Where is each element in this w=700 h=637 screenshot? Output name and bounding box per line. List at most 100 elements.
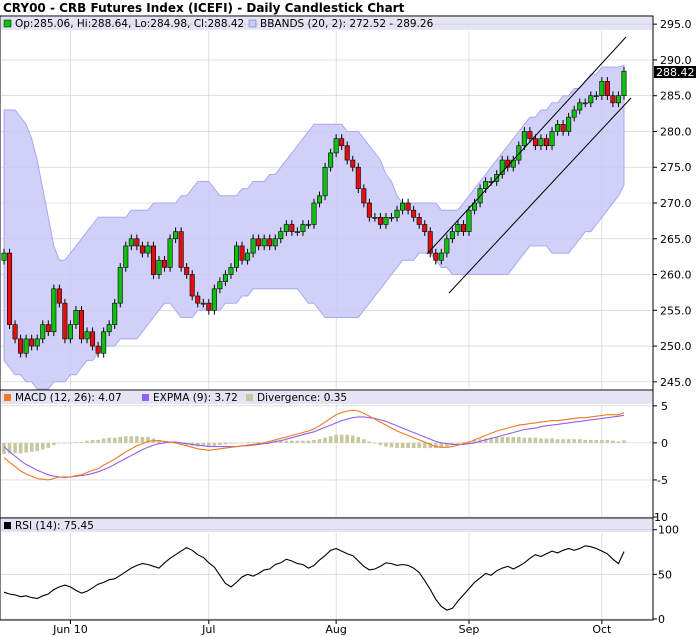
candle-body (156, 259, 162, 275)
price-tick-label: 275.0 (660, 161, 692, 174)
candle-body (134, 238, 140, 247)
divergence-bar (528, 437, 532, 443)
candle-body (184, 267, 190, 275)
divergence-bar (406, 442, 410, 449)
candle-body (516, 145, 522, 161)
divergence-bar (284, 440, 289, 443)
candle-body (206, 302, 212, 311)
divergence-bar (112, 437, 117, 443)
price-tick-label: 255.0 (660, 304, 692, 317)
x-axis: Jun 10 Jul Aug Sep Oct (52, 620, 612, 636)
divergence-bar (367, 441, 372, 443)
candle-body (466, 209, 472, 232)
candle-body (173, 231, 179, 240)
candle-body (571, 109, 577, 118)
candle-body (261, 238, 267, 247)
candle-body (200, 302, 206, 305)
candle-body (289, 224, 295, 232)
divergence-bar (334, 434, 338, 443)
candle-body (123, 245, 129, 268)
candle-body (427, 231, 433, 254)
divergence-bar (96, 439, 100, 443)
divergence-bar (29, 442, 34, 452)
candle-body (90, 331, 96, 347)
candle-body (300, 224, 306, 232)
divergence-bar (267, 441, 272, 443)
divergence-bar (52, 442, 56, 446)
candle-body (23, 338, 29, 354)
price-axis: 245.0 250.0 255.0 260.0 265.0 270.0 275.0 280.0… (653, 18, 692, 389)
rsi-panel-frame (0, 517, 654, 621)
candle-body (18, 338, 24, 354)
candle-body (549, 131, 555, 147)
candle-body (267, 238, 273, 247)
candle-body (388, 217, 394, 219)
candle-body (322, 166, 328, 197)
macd-panel: -10 -5 0 5 MACD (12, 26): 4.07 EXPMA (9): 3… (0, 389, 668, 524)
divergence-bar (179, 442, 183, 445)
divergence-bar (422, 442, 427, 449)
macd-tick-label: 0 (661, 437, 668, 450)
divergence-bar (162, 441, 167, 443)
candle-body (34, 338, 40, 347)
price-panel: 245.0 250.0 255.0 260.0 265.0 270.0 275.0 280.0… (0, 15, 696, 391)
candle-body (51, 288, 57, 333)
divergence-bar (433, 442, 438, 449)
divergence-bar (118, 436, 123, 443)
candle-body (394, 209, 400, 218)
candle-body (45, 324, 51, 333)
divergence-bar (544, 438, 549, 443)
candle-body (411, 209, 417, 218)
divergence-bar (378, 442, 383, 446)
divergence-bar (123, 436, 128, 443)
divergence-bar (251, 442, 255, 443)
price-legend-bar (1, 17, 652, 30)
candle-body (84, 331, 90, 340)
divergence-bar (63, 442, 67, 444)
channel-lower-line (448, 97, 632, 294)
candle-body (400, 202, 406, 211)
divergence-bar (505, 436, 510, 443)
candle-body (588, 95, 594, 104)
candle-body (150, 245, 156, 275)
candle-body (555, 124, 561, 132)
divergence-bar (273, 441, 278, 443)
candle-body (1, 252, 7, 261)
macd-axis: -10 -5 0 5 (650, 400, 668, 524)
rsi-panel: 0 50 100 RSI (14): 75.45 (0, 517, 679, 626)
candle-body (62, 302, 68, 340)
divergence-bar (212, 442, 217, 446)
divergence-bar (483, 438, 488, 443)
divergence-bar (616, 441, 621, 443)
x-tick-label: Sep (459, 623, 480, 636)
candle-body (162, 259, 168, 268)
candle-body (405, 202, 411, 211)
candle-body (372, 217, 378, 219)
x-tick-label: Oct (592, 623, 612, 636)
divergence-bar (577, 439, 582, 443)
divergence-bar (439, 442, 444, 448)
divergence-bar (456, 442, 460, 444)
candle-body (599, 81, 605, 96)
candle-body (56, 288, 62, 304)
divergence-bar (135, 436, 139, 443)
candle-body (361, 188, 367, 204)
candle-body (577, 102, 583, 111)
divergence-bar (157, 439, 161, 443)
channel-upper-line (426, 36, 627, 255)
price-tick-label: 265.0 (660, 233, 692, 246)
divergence-bar (445, 442, 449, 447)
rsi-tick-label: 100 (658, 524, 679, 537)
candle-body (106, 324, 112, 333)
candle-body (139, 245, 145, 254)
candle-body (438, 252, 444, 261)
candle-body (256, 238, 262, 247)
candle-body (294, 231, 300, 233)
divergence-bar (240, 442, 244, 444)
candle-body (566, 116, 572, 132)
last-price-label: 288.42 (656, 66, 695, 79)
macd-tick-label: -5 (657, 474, 668, 487)
candle-body (117, 267, 123, 304)
divergence-bar (517, 436, 521, 443)
divergence-bar (594, 439, 599, 443)
